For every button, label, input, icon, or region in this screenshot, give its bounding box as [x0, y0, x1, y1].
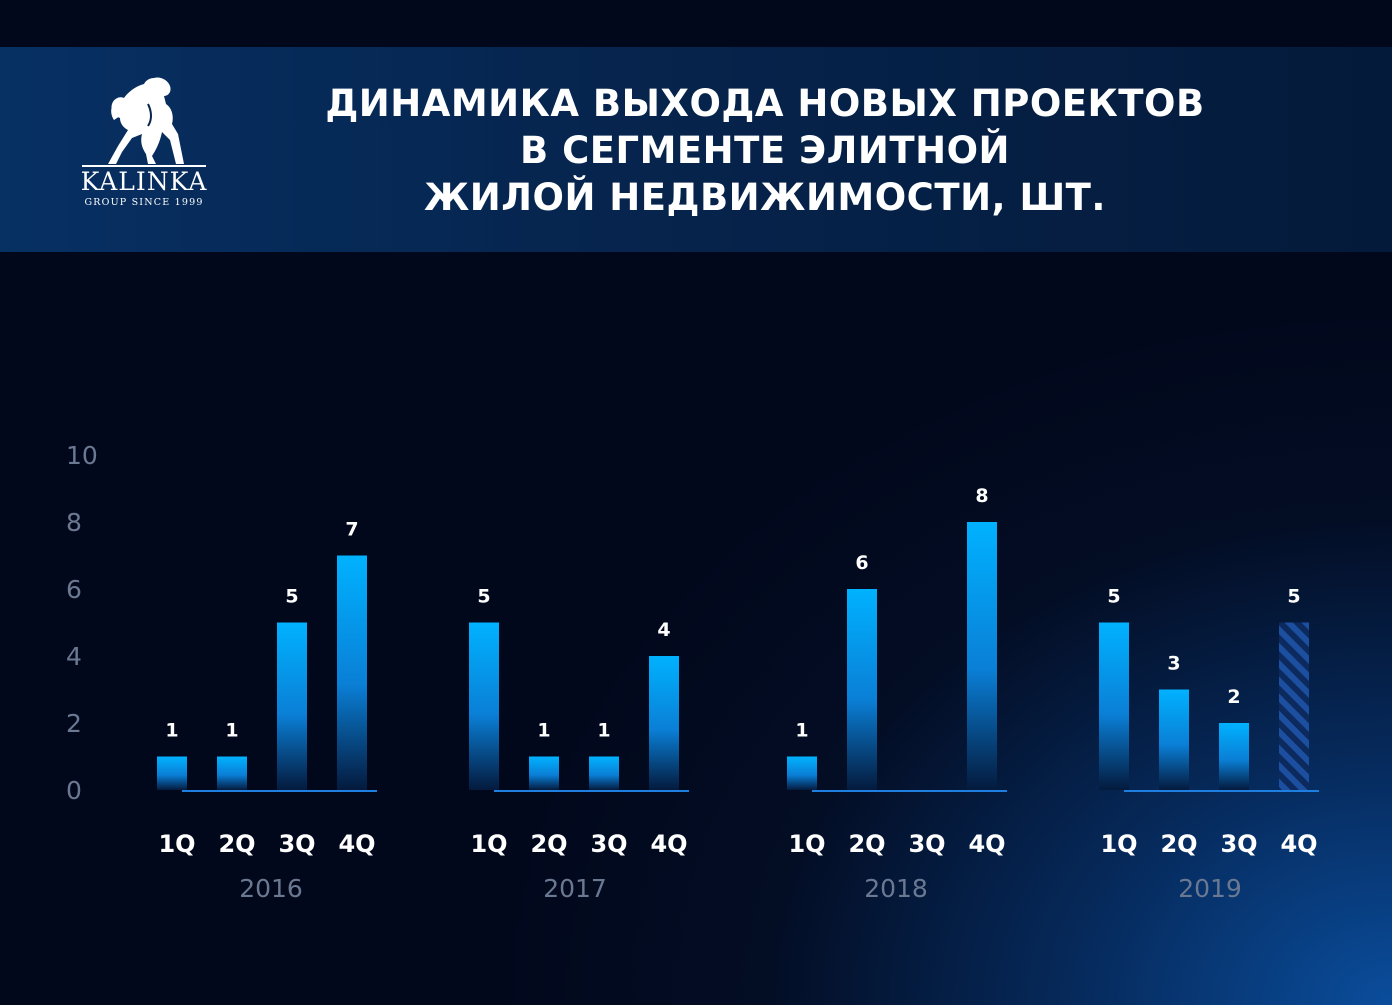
value-label-2019-2Q: 3 — [1167, 653, 1180, 675]
quarter-label-2019-1Q: 1Q — [1100, 830, 1137, 858]
bar-2019-1Q — [1099, 622, 1129, 790]
bar-2018-4Q — [967, 522, 997, 790]
quarter-label-2016-3Q: 3Q — [278, 830, 315, 858]
quarter-label-2019-2Q: 2Q — [1160, 830, 1197, 858]
value-label-2016-2Q: 1 — [225, 720, 238, 742]
value-label-2016-4Q: 7 — [345, 519, 358, 541]
bar-2018-2Q — [847, 589, 877, 790]
bar-2017-2Q — [529, 756, 559, 790]
year-labels: 2016 2017 2018 2019 — [239, 874, 1242, 903]
year-label-2017: 2017 — [543, 874, 607, 903]
year-label-2018: 2018 — [864, 874, 928, 903]
value-label-2017-2Q: 1 — [537, 720, 550, 742]
bars — [157, 522, 1309, 790]
y-tick-label-6: 6 — [66, 575, 82, 604]
quarter-label-2018-4Q: 4Q — [968, 830, 1005, 858]
value-label-2019-1Q: 5 — [1107, 586, 1120, 608]
bar-2016-1Q — [157, 756, 187, 790]
year-label-2019: 2019 — [1178, 874, 1242, 903]
title-line-2: В СЕГМЕНТЕ ЭЛИТНОЙ — [519, 129, 1011, 172]
quarter-label-2017-2Q: 2Q — [530, 830, 567, 858]
logo-divider — [82, 165, 206, 167]
quarter-label-2016-1Q: 1Q — [158, 830, 195, 858]
quarter-label-2018-2Q: 2Q — [848, 830, 885, 858]
value-label-2017-4Q: 4 — [657, 619, 670, 641]
header-band — [0, 47, 1392, 252]
page-title: ДИНАМИКА ВЫХОДА НОВЫХ ПРОЕКТОВ В СЕГМЕНТ… — [320, 80, 1210, 221]
bar-2017-3Q — [589, 756, 619, 790]
value-label-2017-3Q: 1 — [597, 720, 610, 742]
quarter-label-2016-4Q: 4Q — [338, 830, 375, 858]
quarter-label-2018-1Q: 1Q — [788, 830, 825, 858]
y-tick-label-2: 2 — [66, 709, 82, 738]
quarter-label-2018-3Q: 3Q — [908, 830, 945, 858]
quarter-label-2019-3Q: 3Q — [1220, 830, 1257, 858]
value-label-2018-1Q: 1 — [795, 720, 808, 742]
y-tick-label-10: 10 — [66, 441, 98, 470]
quarter-label-2017-3Q: 3Q — [590, 830, 627, 858]
bar-2017-1Q — [469, 622, 499, 790]
quarter-label-2019-4Q: 4Q — [1280, 830, 1317, 858]
value-label-2019-3Q: 2 — [1227, 686, 1240, 708]
quarter-labels: 1Q 2Q 3Q 4Q 1Q 2Q 3Q 4Q 1Q 2Q 3Q 4Q 1Q 2Q 3Q 4Q — [158, 830, 1317, 858]
bar-2019-2Q — [1159, 689, 1189, 790]
value-label-2017-1Q: 5 — [477, 586, 490, 608]
bar-2016-3Q — [277, 622, 307, 790]
bar-2016-2Q — [217, 756, 247, 790]
quarter-label-2017-4Q: 4Q — [650, 830, 687, 858]
title-line-3: ЖИЛОЙ НЕДВИЖИМОСТИ, ШТ. — [424, 176, 1106, 219]
logo-name: KALINKA — [80, 167, 208, 196]
quarter-label-2016-2Q: 2Q — [218, 830, 255, 858]
value-label-2016-1Q: 1 — [165, 720, 178, 742]
bar-2018-1Q — [787, 756, 817, 790]
y-axis: 0 2 4 6 8 10 — [66, 441, 98, 805]
horse-icon — [108, 77, 184, 164]
value-label-2018-2Q: 6 — [855, 552, 868, 574]
quarter-label-2017-1Q: 1Q — [470, 830, 507, 858]
y-tick-label-0: 0 — [66, 776, 82, 805]
bar-2019-4Q — [1279, 622, 1309, 790]
value-labels: 1 1 5 7 5 1 1 4 1 6 8 5 3 2 5 — [165, 485, 1300, 742]
bar-2016-4Q — [337, 555, 367, 790]
bar-2017-4Q — [649, 656, 679, 790]
logo-tagline: GROUP SINCE 1999 — [84, 197, 204, 208]
kalinka-logo: KALINKA GROUP SINCE 1999 — [74, 74, 214, 214]
value-label-2018-4Q: 8 — [975, 485, 988, 507]
title-line-1: ДИНАМИКА ВЫХОДА НОВЫХ ПРОЕКТОВ — [325, 82, 1205, 125]
bar-2019-3Q — [1219, 723, 1249, 790]
y-tick-label-4: 4 — [66, 642, 82, 671]
value-label-2016-3Q: 5 — [285, 586, 298, 608]
year-label-2016: 2016 — [239, 874, 303, 903]
y-tick-label-8: 8 — [66, 508, 82, 537]
value-label-2019-4Q: 5 — [1287, 586, 1300, 608]
